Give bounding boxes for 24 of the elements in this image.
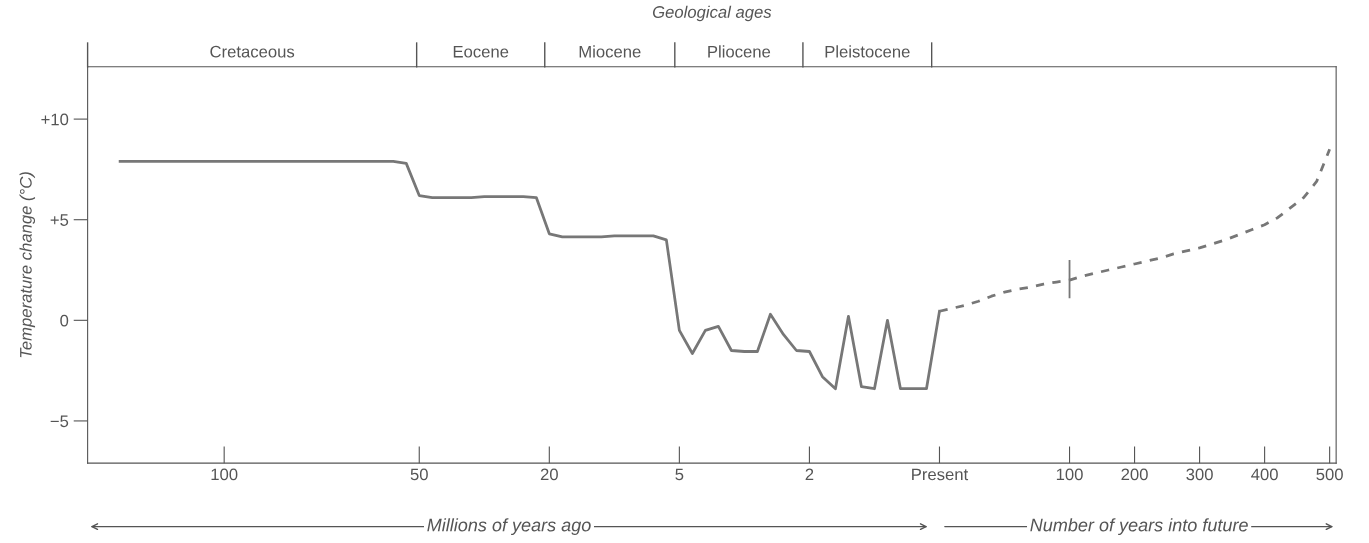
text: Cretaceous (210, 45, 295, 58)
x-tick-label: 300 (1186, 468, 1213, 481)
x-tick-label: 100 (1056, 468, 1083, 481)
text: Geological ages (652, 5, 772, 22)
x-tick-label: 2 (805, 468, 814, 481)
text: Eocene (453, 45, 509, 58)
text: Pliocene (708, 45, 771, 58)
text: Number of years into future (1030, 518, 1248, 536)
y-tick-label: +10 (41, 113, 69, 126)
text: Miocene (579, 45, 641, 58)
text: Pleistocene (825, 45, 910, 58)
x-tick-label: 100 (211, 468, 238, 481)
text: Millions of years ago (427, 518, 591, 536)
x-tick-label: 5 (675, 468, 684, 481)
x-tick-label: 400 (1251, 468, 1278, 481)
x-tick-label: 50 (410, 468, 428, 481)
x-tick-label: Present (912, 468, 969, 481)
x-tick-label: 200 (1121, 468, 1148, 481)
x-tick-label: 20 (540, 468, 558, 481)
y-tick-label: 0 (60, 314, 69, 327)
y-axis-title: Temperature change (°C) (19, 172, 36, 358)
y-tick-label: +5 (50, 214, 69, 226)
y-tick-label: −5 (50, 415, 69, 428)
x-tick-label: 500 (1316, 468, 1343, 481)
